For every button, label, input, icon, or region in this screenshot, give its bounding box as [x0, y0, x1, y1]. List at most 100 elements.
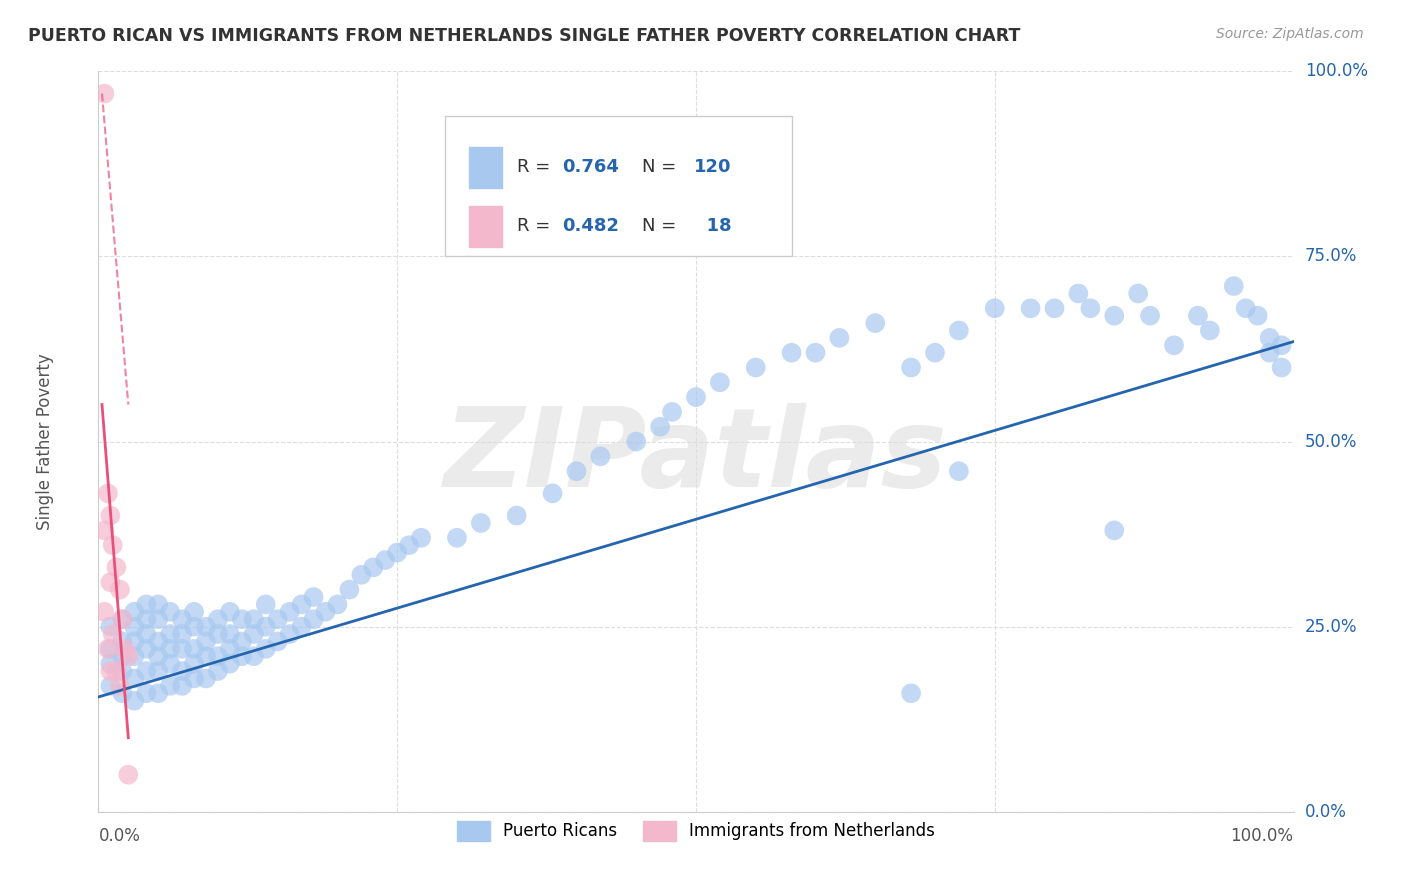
- Point: [350, 567, 373, 582]
- FancyBboxPatch shape: [444, 116, 792, 257]
- Text: ZIPatlas: ZIPatlas: [444, 403, 948, 510]
- Point: [948, 324, 970, 338]
- Point: [93, 605, 115, 619]
- Point: [411, 531, 433, 545]
- Point: [745, 360, 768, 375]
- Point: [159, 679, 181, 693]
- Point: [565, 464, 588, 478]
- Point: [105, 664, 128, 678]
- Point: [98, 508, 122, 523]
- Point: [172, 627, 194, 641]
- Point: [114, 641, 136, 656]
- Text: Source: ZipAtlas.com: Source: ZipAtlas.com: [1216, 27, 1364, 41]
- Point: [183, 619, 205, 633]
- Point: [124, 619, 146, 633]
- Point: [243, 649, 266, 664]
- Point: [1198, 324, 1220, 338]
- Point: [219, 657, 242, 671]
- Point: [98, 679, 122, 693]
- Point: [1043, 301, 1066, 316]
- Point: [267, 634, 290, 648]
- Text: PUERTO RICAN VS IMMIGRANTS FROM NETHERLANDS SINGLE FATHER POVERTY CORRELATION CH: PUERTO RICAN VS IMMIGRANTS FROM NETHERLA…: [28, 27, 1021, 45]
- Point: [1067, 286, 1090, 301]
- Text: N =: N =: [643, 218, 682, 235]
- Point: [172, 641, 194, 656]
- Point: [98, 575, 122, 590]
- Point: [278, 605, 301, 619]
- Point: [135, 686, 157, 700]
- Point: [1258, 331, 1281, 345]
- Point: [135, 598, 157, 612]
- Point: [207, 627, 229, 641]
- Point: [148, 664, 170, 678]
- Point: [135, 664, 157, 678]
- Point: [105, 560, 128, 574]
- Point: [780, 345, 803, 359]
- Point: [1163, 338, 1185, 352]
- Point: [648, 419, 672, 434]
- Point: [219, 605, 242, 619]
- Point: [1102, 524, 1125, 538]
- Point: [108, 679, 131, 693]
- Point: [1102, 309, 1125, 323]
- Point: [1234, 301, 1257, 316]
- Point: [398, 538, 420, 552]
- Point: [111, 612, 134, 626]
- Point: [124, 694, 146, 708]
- Point: [117, 649, 139, 664]
- Text: 18: 18: [693, 218, 731, 235]
- Point: [124, 672, 146, 686]
- Point: [302, 590, 325, 604]
- Point: [207, 612, 229, 626]
- Text: 0.764: 0.764: [562, 158, 619, 177]
- Text: 0.482: 0.482: [562, 218, 619, 235]
- Point: [1128, 286, 1150, 301]
- Text: 0.0%: 0.0%: [98, 827, 141, 845]
- Point: [111, 634, 134, 648]
- Point: [98, 619, 122, 633]
- Point: [183, 657, 205, 671]
- Text: R =: R =: [517, 158, 555, 177]
- Point: [97, 641, 120, 656]
- Bar: [470, 206, 502, 247]
- Point: [983, 301, 1005, 316]
- Point: [446, 531, 468, 545]
- Point: [148, 686, 170, 700]
- Bar: [470, 147, 502, 187]
- Point: [254, 619, 277, 633]
- Point: [863, 316, 886, 330]
- Legend: Puerto Ricans, Immigrants from Netherlands: Puerto Ricans, Immigrants from Netherlan…: [450, 814, 942, 847]
- Point: [589, 450, 612, 464]
- Point: [924, 345, 946, 359]
- Point: [231, 634, 253, 648]
- Text: 75.0%: 75.0%: [1305, 247, 1357, 266]
- Point: [124, 634, 146, 648]
- Point: [709, 376, 731, 390]
- Point: [1222, 279, 1246, 293]
- Point: [948, 464, 970, 478]
- Point: [661, 405, 683, 419]
- Point: [124, 605, 146, 619]
- Point: [135, 627, 157, 641]
- Point: [278, 627, 301, 641]
- Point: [97, 486, 120, 500]
- Point: [148, 634, 170, 648]
- Point: [1258, 345, 1281, 359]
- Point: [231, 649, 253, 664]
- Point: [219, 641, 242, 656]
- Point: [385, 546, 409, 560]
- Point: [685, 390, 707, 404]
- Point: [326, 598, 349, 612]
- Point: [219, 627, 242, 641]
- Point: [183, 641, 205, 656]
- Point: [290, 619, 312, 633]
- Text: 100.0%: 100.0%: [1305, 62, 1368, 80]
- Point: [506, 508, 529, 523]
- Point: [243, 627, 266, 641]
- Point: [1246, 309, 1268, 323]
- Point: [828, 331, 851, 345]
- Point: [207, 664, 229, 678]
- Point: [135, 612, 157, 626]
- Point: [624, 434, 647, 449]
- Point: [1019, 301, 1042, 316]
